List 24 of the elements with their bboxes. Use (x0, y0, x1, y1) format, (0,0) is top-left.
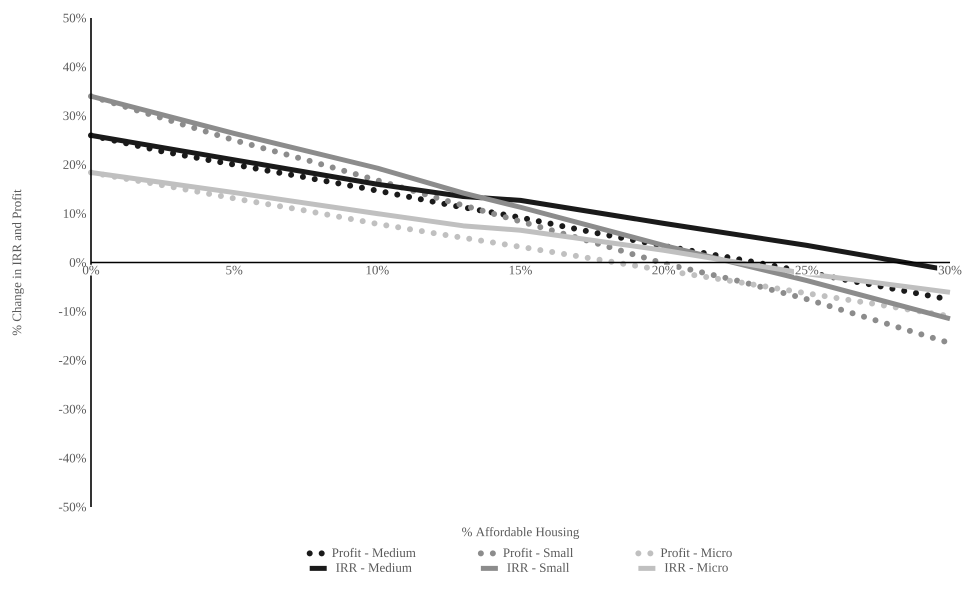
legend-label: Profit - Micro (660, 548, 732, 558)
legend-label: Profit - Medium (332, 548, 416, 558)
y-tick-label: -10% (58, 307, 86, 316)
legend-label: IRR - Small (507, 562, 570, 572)
y-tick-label: -20% (58, 356, 86, 365)
y-tick-label: -40% (58, 454, 86, 462)
y-tick-label: -30% (58, 404, 86, 414)
x-tick-label: 25% (796, 266, 818, 274)
x-tick-label: 10% (366, 266, 389, 274)
x-tick-label: 15% (510, 266, 532, 274)
y-tick-label: 10% (64, 209, 86, 218)
y-tick-label: 30% (63, 111, 86, 120)
y-tick-label: -50% (58, 502, 86, 512)
x-tick-label: 5% (226, 266, 242, 274)
legend-label: Profit - Small (503, 548, 574, 558)
x-axis-title: % Affordable Housing (462, 527, 580, 539)
y-tick-label: 50% (63, 14, 86, 22)
y-tick-label: 20% (63, 160, 86, 170)
y-tick-label: 0% (70, 258, 86, 267)
y-axis-title: % Change in IRR and Profit (12, 189, 24, 336)
y-tick-label: 40% (62, 62, 86, 72)
legend-label: IRR - Medium (336, 562, 412, 572)
legend-label: IRR - Micro (664, 563, 728, 572)
x-tick-label: 0% (82, 266, 100, 274)
